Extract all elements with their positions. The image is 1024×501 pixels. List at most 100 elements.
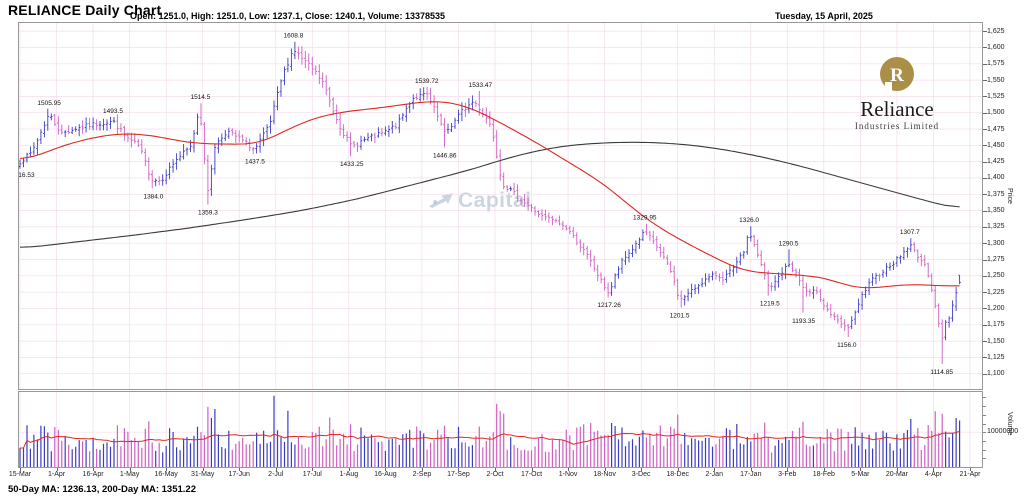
- x-axis-tick-mark: [714, 468, 716, 471]
- x-axis-tick-mark: [348, 468, 350, 471]
- price-axis-tick-label: 1,575: [987, 60, 1005, 68]
- price-axis-tick-mark: [983, 96, 987, 98]
- x-axis-tick-mark: [641, 468, 643, 471]
- x-axis-label: 18-Feb: [812, 471, 835, 478]
- price-annotation: 1114.85: [930, 369, 953, 376]
- reliance-logo-icon: R: [880, 57, 914, 92]
- x-axis-tick-mark: [787, 468, 789, 471]
- x-axis-tick-mark: [750, 468, 752, 471]
- x-axis-label: 16-Aug: [374, 471, 397, 478]
- x-axis-tick-mark: [239, 468, 241, 471]
- price-axis-tick-label: 1,300: [987, 239, 1005, 247]
- x-axis-label: 1-Apr: [47, 471, 66, 478]
- x-axis-tick-mark: [312, 468, 314, 471]
- x-axis-tick-mark: [823, 468, 825, 471]
- volume-axis-title: Volume: [1006, 412, 1013, 436]
- x-axis-label: 2-Sep: [412, 471, 432, 478]
- x-axis-label: 1-Aug: [339, 471, 359, 478]
- price-axis-tick-label: 1,550: [987, 76, 1005, 84]
- price-annotation: 1217.26: [597, 302, 621, 309]
- price-axis-tick-mark: [983, 226, 987, 228]
- x-axis-tick-mark: [933, 468, 935, 471]
- page-title: RELIANCE Daily Chart: [8, 2, 162, 18]
- ohlc-bars-up: [18, 41, 961, 341]
- price-annotation: 1539.72: [415, 78, 439, 85]
- volume-axis-tick-mark: [983, 432, 986, 434]
- price-axis-tick-mark: [983, 259, 987, 261]
- x-axis-label: 18-Nov: [593, 471, 616, 478]
- price-axis-tick-label: 1,100: [987, 370, 1005, 378]
- price-annotation: 1307.7: [900, 229, 920, 236]
- price-axis-tick-mark: [983, 210, 987, 212]
- price-axis-tick-label: 1,400: [987, 174, 1005, 182]
- svg-text:R: R: [890, 65, 904, 86]
- ma-summary: 50-Day MA: 1236.13, 200-Day MA: 1351.22: [8, 484, 196, 495]
- x-axis-tick-mark: [421, 468, 423, 471]
- logo-company-subtitle: Industries Limited: [854, 121, 940, 131]
- x-axis-tick-mark: [385, 468, 387, 471]
- price-axis-tick-mark: [983, 194, 987, 196]
- volume-axis-tick-mark: [983, 458, 986, 460]
- price-axis-tick-label: 1,200: [987, 304, 1005, 312]
- volume-ma-line: [19, 430, 960, 449]
- price-annotation: 1329.95: [633, 215, 657, 222]
- price-axis-tick-label: 1,425: [987, 158, 1005, 166]
- x-axis-label: 2-Jul: [268, 471, 284, 478]
- price-annotation: 1505.95: [37, 100, 61, 107]
- price-axis-tick-mark: [983, 31, 987, 33]
- x-axis-tick-mark: [568, 468, 570, 471]
- x-axis-tick-mark: [20, 468, 21, 471]
- price-axis-tick-mark: [983, 292, 987, 294]
- ma200-line: [19, 141, 960, 248]
- price-annotation: 1433.25: [340, 161, 364, 168]
- x-axis-label: 17-Jul: [302, 471, 322, 478]
- price-axis-tick-label: 1,275: [987, 256, 1005, 263]
- x-axis-label: 17-Jun: [228, 471, 250, 478]
- price-annotation: 1201.5: [670, 313, 690, 320]
- price-annotation: 1359.3: [198, 210, 218, 217]
- x-axis-label: 2-Jan: [705, 471, 723, 478]
- price-annotation: 1156.0: [837, 342, 857, 349]
- x-axis-label: 21-Apr: [959, 471, 981, 478]
- x-axis-label: 18-Dec: [666, 471, 689, 478]
- price-axis-tick-mark: [983, 243, 987, 245]
- price-annotation: 1446.86: [433, 152, 457, 159]
- x-axis-tick-mark: [860, 468, 862, 471]
- ma50-line: [19, 101, 960, 289]
- x-axis-tick-mark: [677, 468, 679, 471]
- price-axis-tick-mark: [983, 308, 987, 310]
- price-annotation: 1416.53: [18, 172, 35, 179]
- x-axis-label: 16-Apr: [82, 471, 104, 478]
- price-axis-tick-mark: [983, 341, 987, 343]
- price-annotation: 1514.5: [190, 94, 210, 101]
- price-annotation: 1437.5: [245, 159, 265, 166]
- x-axis-label: 17-Oct: [521, 471, 543, 478]
- volume-chart-panel: [18, 391, 983, 468]
- price-axis-tick-label: 1,600: [987, 43, 1005, 51]
- price-axis-tick-mark: [983, 47, 987, 49]
- price-axis-tick-mark: [983, 80, 987, 82]
- price-axis-tick-label: 1,125: [987, 353, 1005, 361]
- price-axis-title: Price: [1006, 188, 1013, 204]
- x-axis-tick-mark: [970, 468, 971, 471]
- price-axis-tick-mark: [983, 357, 987, 359]
- price-axis-tick-label: 1,525: [987, 92, 1005, 100]
- volume-axis-tick-mark: [983, 423, 986, 425]
- price-axis-tick-mark: [983, 373, 987, 375]
- volume-axis-tick-mark: [983, 397, 986, 399]
- x-axis-label: 1-Nov: [558, 471, 578, 478]
- x-axis-tick-mark: [93, 468, 95, 471]
- price-axis-tick-mark: [983, 145, 987, 147]
- volume-bars-up: [19, 395, 961, 467]
- volume-bars-down: [54, 403, 943, 467]
- price-axis-tick-label: 1,250: [987, 272, 1005, 280]
- price-chart-panel: 1416.53 1505.95 1493.5 1384.0 1514.5 1359.3 14…: [18, 22, 983, 390]
- price-axis-tick-label: 1,500: [987, 109, 1005, 117]
- x-axis-tick-mark: [458, 468, 460, 471]
- price-annotation: 1326.0: [739, 217, 759, 224]
- x-axis-tick-mark: [129, 468, 131, 471]
- price-axis-tick-label: 1,475: [987, 125, 1005, 133]
- price-axis-tick-label: 1,150: [987, 337, 1005, 345]
- x-axis-label: 2-Oct: [486, 471, 504, 478]
